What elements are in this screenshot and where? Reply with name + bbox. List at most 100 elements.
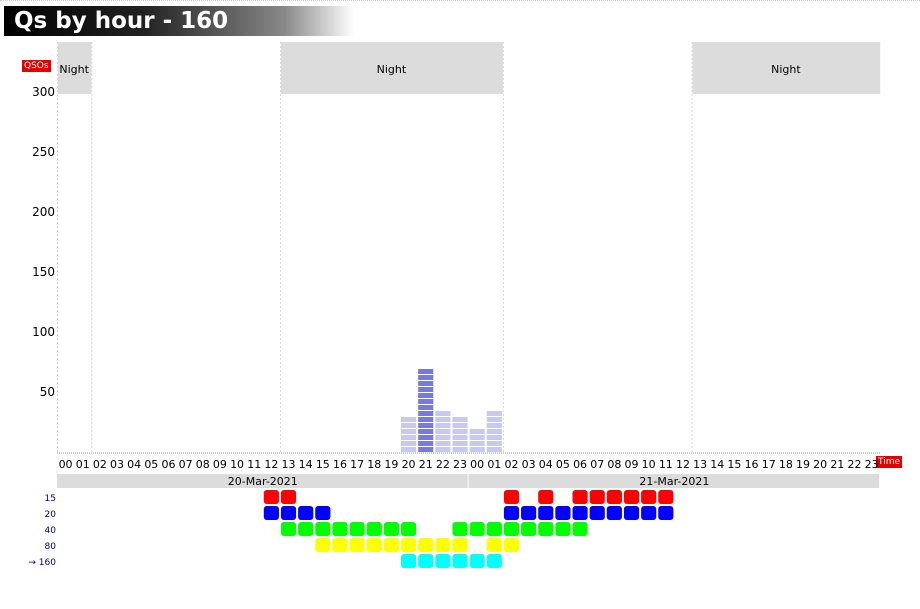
band-activity-cell bbox=[366, 522, 382, 536]
x-tick-label: 23 bbox=[865, 458, 879, 471]
bar-segment bbox=[418, 399, 434, 404]
band-activity-cell bbox=[435, 554, 451, 568]
date-label: 20-Mar-2021 bbox=[228, 475, 298, 488]
band-label: → 160 bbox=[28, 558, 56, 568]
bar-segment bbox=[418, 447, 434, 452]
band-activity-cell bbox=[538, 506, 554, 520]
night-band bbox=[692, 42, 881, 94]
bar-segment bbox=[435, 423, 451, 428]
band-activity-cell bbox=[401, 522, 417, 536]
band-activity-cell bbox=[315, 506, 331, 520]
bar-segment bbox=[401, 423, 417, 428]
band-activity-cell bbox=[503, 522, 520, 536]
x-tick-label: 17 bbox=[762, 458, 776, 471]
x-tick-label: 21 bbox=[419, 458, 433, 471]
bar-segment bbox=[401, 441, 417, 446]
band-activity-cell bbox=[280, 506, 297, 520]
y-tick-label: 100 bbox=[32, 325, 55, 339]
bar-segment bbox=[435, 447, 451, 452]
band-activity-cell bbox=[349, 538, 365, 552]
x-tick-label: 17 bbox=[350, 458, 364, 471]
x-tick-label: 08 bbox=[607, 458, 621, 471]
band-activity-cell bbox=[606, 490, 622, 504]
band-activity-cell bbox=[383, 538, 399, 552]
night-label: Night bbox=[59, 63, 89, 76]
band-label: 20 bbox=[45, 510, 57, 520]
band-activity-cell bbox=[263, 506, 279, 520]
bar-segment bbox=[401, 417, 417, 422]
x-tick-label: 05 bbox=[144, 458, 158, 471]
band-activity-cell bbox=[658, 506, 674, 520]
x-tick-label: 03 bbox=[522, 458, 536, 471]
bar-segment bbox=[418, 441, 434, 446]
x-tick-label: 13 bbox=[693, 458, 707, 471]
band-activity-cell bbox=[486, 538, 502, 552]
bar-segment bbox=[435, 417, 451, 422]
bar-segment bbox=[452, 441, 468, 446]
bar-segment bbox=[418, 411, 434, 416]
bar-segment bbox=[418, 369, 434, 374]
band-activity-cell bbox=[332, 522, 348, 536]
bar-segment bbox=[486, 447, 502, 452]
x-tick-label: 11 bbox=[659, 458, 673, 471]
bar-segment bbox=[418, 417, 434, 422]
bar-segment bbox=[452, 423, 468, 428]
bar-segment bbox=[486, 417, 502, 422]
band-activity-cell bbox=[452, 522, 468, 536]
night-label: Night bbox=[771, 63, 801, 76]
band-activity-cell bbox=[486, 554, 502, 568]
band-activity-cell bbox=[366, 538, 382, 552]
x-tick-label: 20 bbox=[813, 458, 827, 471]
band-activity-cell bbox=[469, 522, 485, 536]
x-tick-label: 04 bbox=[127, 458, 141, 471]
y-tick-label: 200 bbox=[32, 205, 55, 219]
bar-segment bbox=[469, 441, 485, 446]
y-tick-label: 50 bbox=[40, 385, 55, 399]
band-activity-cell bbox=[469, 554, 485, 568]
x-tick-label: 10 bbox=[230, 458, 244, 471]
night-band bbox=[280, 42, 503, 94]
date-label: 21-Mar-2021 bbox=[639, 475, 709, 488]
x-tick-label: 11 bbox=[247, 458, 261, 471]
band-activity-cell bbox=[589, 506, 605, 520]
band-activity-cell bbox=[623, 490, 640, 504]
bar-segment bbox=[435, 435, 451, 440]
bar-segment bbox=[486, 411, 502, 416]
night-band bbox=[58, 42, 92, 94]
band-activity-cell bbox=[298, 506, 314, 520]
bar-segment bbox=[469, 435, 485, 440]
band-activity-cell bbox=[538, 522, 554, 536]
x-tick-label: 09 bbox=[625, 458, 639, 471]
bar-segment bbox=[452, 447, 468, 452]
band-activity-cell bbox=[521, 506, 537, 520]
x-tick-label: 02 bbox=[93, 458, 107, 471]
band-activity-cell bbox=[435, 538, 451, 552]
bar-segment bbox=[418, 423, 434, 428]
x-tick-label: 09 bbox=[213, 458, 227, 471]
y-tick-label: 300 bbox=[32, 85, 55, 99]
x-tick-label: 05 bbox=[556, 458, 570, 471]
band-activity-cell bbox=[383, 522, 399, 536]
y-tick-label: 250 bbox=[32, 145, 55, 159]
x-tick-label: 00 bbox=[470, 458, 484, 471]
x-tick-label: 00 bbox=[59, 458, 73, 471]
band-activity-cell bbox=[572, 506, 588, 520]
x-tick-label: 23 bbox=[453, 458, 467, 471]
band-activity-cell bbox=[401, 538, 417, 552]
bar-segment bbox=[401, 435, 417, 440]
band-activity-cell bbox=[641, 490, 657, 504]
band-activity-cell bbox=[503, 490, 520, 504]
x-tick-label: 12 bbox=[264, 458, 278, 471]
night-label: Night bbox=[377, 63, 407, 76]
chart-title: Qs by hour - 160 bbox=[14, 8, 229, 34]
band-activity-cell bbox=[298, 522, 314, 536]
bar-segment bbox=[418, 435, 434, 440]
bar-segment bbox=[469, 429, 485, 434]
x-tick-label: 16 bbox=[333, 458, 347, 471]
band-activity-cell bbox=[452, 554, 468, 568]
x-tick-label: 21 bbox=[830, 458, 844, 471]
band-activity-cell bbox=[401, 554, 417, 568]
band-activity-cell bbox=[349, 522, 365, 536]
x-tick-label: 12 bbox=[676, 458, 690, 471]
